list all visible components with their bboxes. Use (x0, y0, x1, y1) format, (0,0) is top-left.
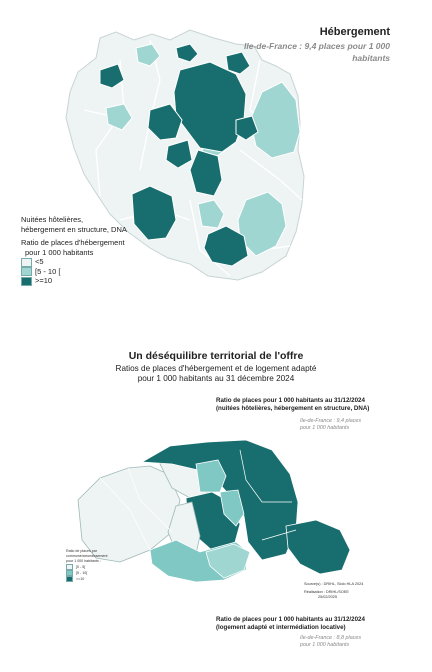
second-block-title: Ratio de places pour 1 000 habitants au … (216, 616, 426, 632)
idf-subtitle-line2: habitants (352, 53, 390, 63)
idf-map-title: Hébergement (319, 26, 390, 38)
paris-legend-title-2: commune/arrondissement (66, 554, 108, 558)
idf-legend: Nuitées hôtelières, hébergement en struc… (21, 215, 171, 286)
idf-zone-mid-southeast (237, 191, 287, 257)
section-subtitle: Ratios de places d'hébergement et de log… (0, 364, 432, 384)
idf-legend-item: <5 (21, 257, 171, 267)
idf-zone-high-west (147, 103, 183, 141)
paris-legend-item: [0 - 5[ (66, 564, 146, 570)
section-title: Un déséquilibre territorial de l'offre (128, 350, 304, 362)
paris-zone-east-tail (285, 519, 351, 575)
paris-zone-center-mid-2 (219, 489, 245, 527)
second-title-line1: Ratio de places pour 1 000 habitants au … (216, 616, 365, 623)
paris-legend-item: >=10 (66, 576, 146, 582)
idf-legend-title-1: Ratio de places d'hébergement (21, 238, 125, 247)
paris-legend-title-3: pour 1 000 habitants : (66, 559, 101, 563)
section-subtitle-line2: pour 1 000 habitants au 31 décembre 2024 (137, 374, 295, 383)
paris-note-line1: Ile-de-France : 9,4 places (300, 418, 362, 424)
idf-zone-high-south (203, 225, 249, 267)
paris-source-line1: Source(s) : DRIHL, Siolo HLA 2024 (304, 582, 364, 586)
second-block-idf-note: Ile-de-France : 8,8 places pour 1 000 ha… (300, 635, 420, 649)
second-note-line2: pour 1 000 habitants (300, 642, 350, 648)
idf-zone-high-north-b (99, 63, 125, 89)
second-title-line2: (logement adapté et intermédiation locat… (216, 624, 346, 631)
section-subtitle-line1: Ratios de places d'hébergement et de log… (115, 364, 317, 373)
paris-legend-item: [5 - 10[ (66, 570, 146, 576)
paris-source-line2: Réalisation : DRIHL/SOEE (304, 590, 349, 594)
idf-choropleth-map (65, 29, 305, 281)
idf-zone-mid-north (135, 43, 161, 67)
idf-zone-mid-west (105, 103, 133, 131)
paris-choropleth-map (77, 440, 351, 583)
idf-map-subtitle: Ile-de-France : 9,4 places pour 1 000 ha… (244, 40, 390, 64)
paris-zone-center-mid (195, 459, 227, 493)
idf-legend-caption-2: hébergement en structure, DNA (21, 224, 127, 234)
idf-zone-mid-south (197, 199, 225, 229)
idf-zone-high-north-a (175, 43, 199, 63)
idf-legend-title-2: pour 1 000 habitants (25, 247, 94, 257)
paris-zone-south-light-b (205, 543, 251, 579)
idf-subtitle-line1: Ile-de-France : 9,4 places pour 1 000 (244, 41, 390, 51)
idf-legend-caption-1: Nuitées hôtelières, (21, 215, 84, 224)
idf-legend-item: [5 - 10 [ (21, 267, 171, 277)
idf-legend-item: >=10 (21, 276, 171, 286)
idf-zone-high-center-south (189, 149, 223, 197)
paris-note-line2: pour 1 000 habitants (300, 425, 350, 431)
paris-title-line2: (nuitées hôtelières, hébergement en stru… (216, 405, 370, 412)
paris-legend: Ratio de places par commune/arrondisseme… (66, 549, 146, 582)
paris-source-line3: 25/02/2025 (318, 595, 338, 599)
idf-zone-high-east (235, 115, 259, 141)
paris-idf-note: Ile-de-France : 9,4 places pour 1 000 ha… (300, 418, 420, 432)
idf-zone-high-southwest (131, 185, 177, 241)
idf-zone-high-mid (165, 139, 193, 169)
paris-map-title: Ratio de places pour 1 000 habitants au … (216, 397, 426, 413)
paris-title-line1: Ratio de places pour 1 000 habitants au … (216, 397, 365, 404)
second-note-line1: Ile-de-France : 8,8 places (300, 635, 362, 641)
idf-zone-high-northeast (225, 51, 251, 75)
paris-legend-title-1: Ratio de places par (66, 549, 97, 553)
paris-source: Source(s) : DRIHL, Siolo HLA 2024 Réalis… (304, 582, 404, 600)
